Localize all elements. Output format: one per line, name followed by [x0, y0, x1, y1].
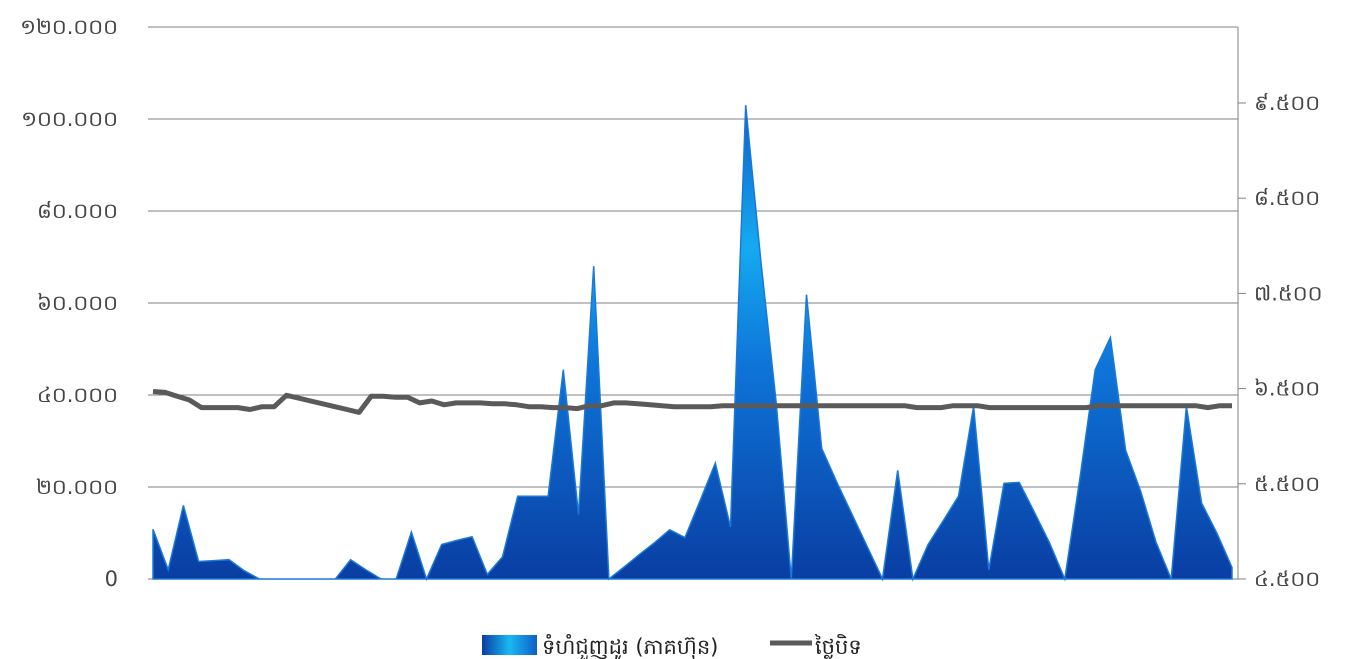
right-tick-label: ៦.៥០០ — [1254, 377, 1320, 401]
volume-area-series — [152, 105, 1233, 582]
left-tick-label: ២០.០០០ — [36, 475, 118, 499]
volume-area — [152, 105, 1233, 582]
left-axis-ticks: 0 ២០.០០០ ៤០.០០០ ៦០.០០០ ៨០.០០០ ១០០.០០០ ១២០.០០០ — [20, 15, 118, 591]
close-price-line — [152, 389, 1232, 415]
left-tick-label: 0 — [105, 567, 118, 591]
right-tick-label: ៥.៥០០ — [1254, 472, 1320, 496]
legend-label-close: ថ្លៃបិទ — [814, 634, 862, 659]
left-tick-label: ៨០.០០០ — [37, 199, 118, 223]
right-tick-label: ៩.៥០០ — [1254, 91, 1320, 115]
left-tick-label: ១០០.០០០ — [21, 107, 118, 131]
left-tick-label: ៦០.០០០ — [37, 291, 118, 315]
legend-swatch-volume — [482, 635, 537, 655]
right-tick-label: ៤.៥០០ — [1254, 567, 1320, 591]
legend: ទំហំជួញដូរ (ភាគហ៊ុន) ថ្លៃបិទ — [482, 634, 862, 659]
right-tick-label: ៨.៥០០ — [1254, 186, 1320, 210]
gridlines — [148, 26, 1239, 580]
legend-label-volume: ទំហំជួញដូរ (ភាគហ៊ុន) — [542, 634, 718, 659]
right-axis-ticks: ៤.៥០០ ៥.៥០០ ៦.៥០០ ៧.៥០០ ៨.៥០០ ៩.៥០០ — [1238, 91, 1323, 591]
left-tick-label: ១២០.០០០ — [20, 15, 118, 39]
close-price-line-series — [152, 389, 1232, 415]
right-tick-label: ៧.៥០០ — [1254, 281, 1323, 305]
left-tick-label: ៤០.០០០ — [37, 383, 118, 407]
